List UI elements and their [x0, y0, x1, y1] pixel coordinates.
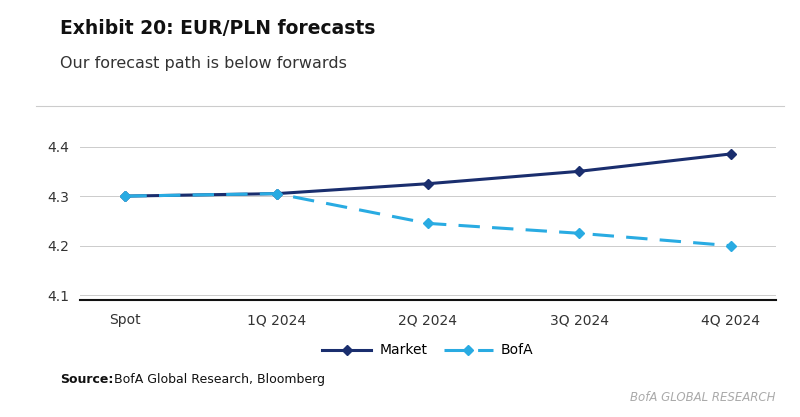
Text: Our forecast path is below forwards: Our forecast path is below forwards	[60, 56, 347, 71]
Text: Exhibit 20: EUR/PLN forecasts: Exhibit 20: EUR/PLN forecasts	[60, 19, 375, 38]
Text: BofA GLOBAL RESEARCH: BofA GLOBAL RESEARCH	[630, 392, 776, 404]
Text: Source:: Source:	[60, 373, 114, 386]
Legend: Market, BofA: Market, BofA	[317, 338, 539, 363]
Text: BofA Global Research, Bloomberg: BofA Global Research, Bloomberg	[110, 373, 325, 386]
